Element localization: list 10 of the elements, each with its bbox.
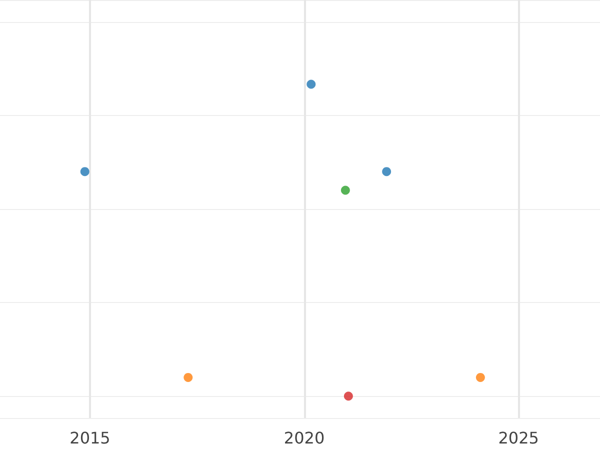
point [340,186,350,195]
point [382,167,392,176]
point [344,392,353,401]
x-tick-label: 2015 [70,428,110,448]
point [80,167,90,176]
point [184,372,193,382]
x-tick-label: 2020 [284,428,325,448]
x-tick-label: 2025 [498,428,539,448]
point [306,80,316,89]
point [476,372,485,382]
